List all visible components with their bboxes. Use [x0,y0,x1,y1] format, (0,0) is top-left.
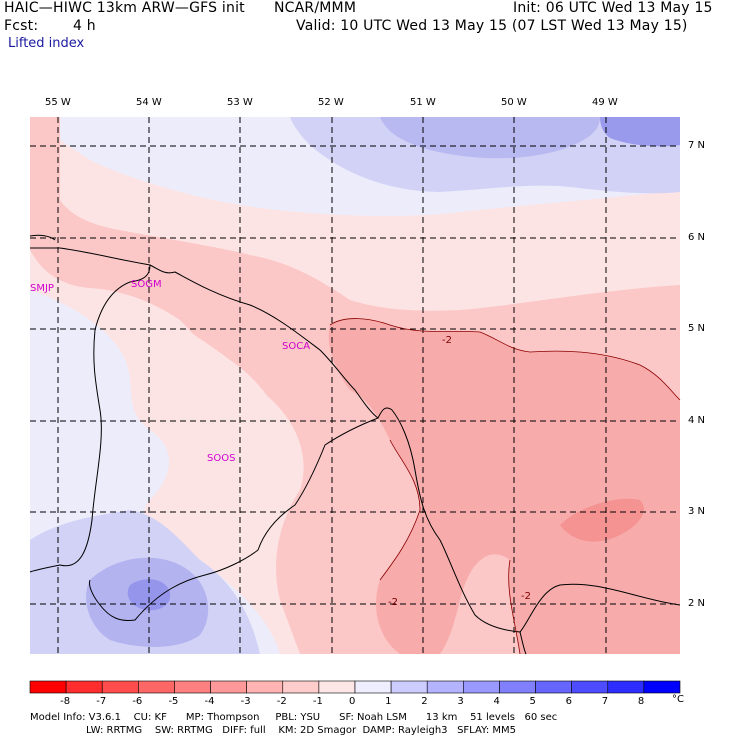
colorbar-swatch [174,680,211,694]
contour-fill-deep-blue-sw [127,579,171,611]
contour-value-label: -2 [388,597,398,608]
colorbar-tick-label: -1 [312,696,323,707]
coastline [30,247,681,633]
colorbar-tick-label: 8 [637,696,645,707]
lon-label: 54 W [136,97,162,108]
colorbar-tick-label: 7 [601,696,609,707]
contour-value-label: -2 [521,591,531,602]
colorbar-tick-label: 5 [529,696,536,707]
colorbar-swatch [499,680,536,694]
colorbar-swatch [607,680,645,694]
colorbar-swatch [535,680,572,694]
colorbar-tick-label: -7 [96,696,107,707]
lat-label: 5 N [688,323,706,334]
station-label: SOGM [131,279,162,290]
colorbar-swatch [101,680,139,694]
contour-fill-deep-blue-ne [600,117,680,147]
lat-label: 3 N [688,506,706,517]
lat-label: 2 N [688,598,706,609]
colorbar-tick-label: -4 [204,696,215,707]
model-info-line1: Model Info: V3.6.1 CU: KF MP: Thompson P… [30,712,558,723]
lon-label: 52 W [318,97,344,108]
lon-label: 49 W [592,97,618,108]
colorbar-swatch [354,680,392,694]
contour-fill-medium-blue-north [380,117,600,159]
colorbar-swatch [246,680,284,694]
colorbar-swatch [571,680,609,694]
colorbar-tick-label: -2 [276,696,287,707]
forecast-hour: 4 h [73,18,96,34]
coastlines-borders [29,234,681,655]
colorbar-tick-label: 3 [457,696,464,707]
contour-lines [329,318,681,655]
colorbar-swatch [318,680,356,694]
station-label: SMJP [30,283,54,294]
border-suriname-french-guiana [89,417,379,621]
colorbar-tick-label: -5 [168,696,179,707]
graticule [30,117,680,654]
valid-time: Valid: 10 UTC Wed 13 May 15 (07 LST Wed … [296,18,688,34]
border-french-guiana-brazil [519,631,527,655]
colorbar-swatch [210,680,247,694]
lat-label: 6 N [688,232,706,243]
colorbar-tick-label: -8 [60,696,71,707]
org-label: NCAR/MMM [274,0,357,16]
colorbar-swatch [65,680,103,694]
colorbar-tick-label: 0 [349,696,356,707]
field-name: Lifted index [8,36,85,51]
lon-label: 51 W [410,97,436,108]
contour-fill-deeper-pink-se [560,498,644,542]
model-info-line2: LW: RRTMG SW: RRTMG DIFF: full KM: 2D Sm… [86,725,516,736]
colorbar-swatch [282,680,320,694]
forecast-label: Fcst: [4,18,39,34]
colorbar-swatch [643,680,681,694]
filled-contours [30,117,680,654]
lon-label: 55 W [45,97,71,108]
border-coast-west [29,234,56,241]
colorbar-tick-label: 6 [565,696,573,707]
colorbar-swatch [463,680,500,694]
station-label: SOCA [282,341,311,352]
colorbar-tick-label: -3 [240,696,251,707]
colorbar-tick-label: 2 [421,696,428,707]
contour-value-label: -2 [442,335,452,346]
colorbar-tick-label: -6 [132,696,143,707]
model-title: HAIC—HIWC 13km ARW—GFS init [4,0,245,16]
contour-fill-medium-pink-east [328,318,680,654]
station-label: SOOS [207,453,236,464]
colorbar-swatch [390,680,428,694]
lat-label: 7 N [688,140,706,151]
colorbar-swatch [426,680,464,694]
lon-label: 53 W [227,97,253,108]
colorbar-tick-label: 1 [385,696,392,707]
init-time: Init: 06 UTC Wed 13 May 15 [513,0,713,16]
lon-label: 50 W [501,97,527,108]
colorbar-swatch [29,680,67,694]
lat-label: 4 N [688,415,706,426]
colorbar-tick-label: 4 [493,696,500,707]
colorbar-unit: °C [672,694,684,705]
colorbar-swatch [138,680,175,694]
border-suriname-guyana [29,264,151,573]
